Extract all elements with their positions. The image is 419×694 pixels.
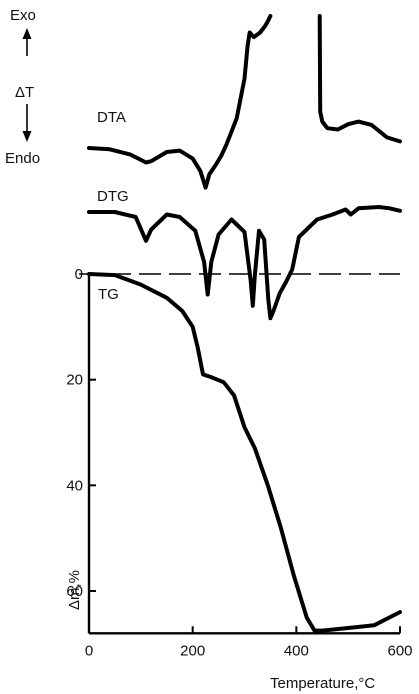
x-tick-label: 200	[180, 642, 205, 659]
y-axis-label: Δm,%	[66, 570, 83, 610]
x-axis-label: Temperature,°C	[270, 675, 375, 692]
dtg-curve-label: DTG	[97, 188, 129, 205]
dta-curve-label: DTA	[97, 109, 126, 126]
y-tick-label: 20	[66, 372, 83, 389]
tg-curve-label: TG	[98, 286, 119, 303]
x-tick-label: 0	[85, 642, 93, 659]
endo-label: Endo	[5, 150, 40, 167]
curves	[87, 14, 402, 633]
ticks: 0 200 400 600 0 20 40 60	[66, 266, 412, 659]
exo-label: Exo	[10, 7, 36, 24]
axes	[79, 273, 400, 635]
dta-curve-segment-2	[317, 14, 402, 144]
delta-t-label: ΔT	[15, 84, 34, 101]
endo-arrow-icon	[22, 104, 32, 142]
y-tick-label: 60	[66, 583, 83, 600]
tg-curve	[87, 272, 402, 633]
x-tick-label: 400	[284, 642, 309, 659]
x-tick-label: 600	[387, 642, 412, 659]
y-tick-label: 40	[66, 477, 83, 494]
y-tick-label: 0	[75, 266, 83, 283]
dta-curve	[87, 14, 273, 190]
dtg-curve	[87, 205, 402, 321]
exo-arrow-icon	[22, 28, 32, 56]
